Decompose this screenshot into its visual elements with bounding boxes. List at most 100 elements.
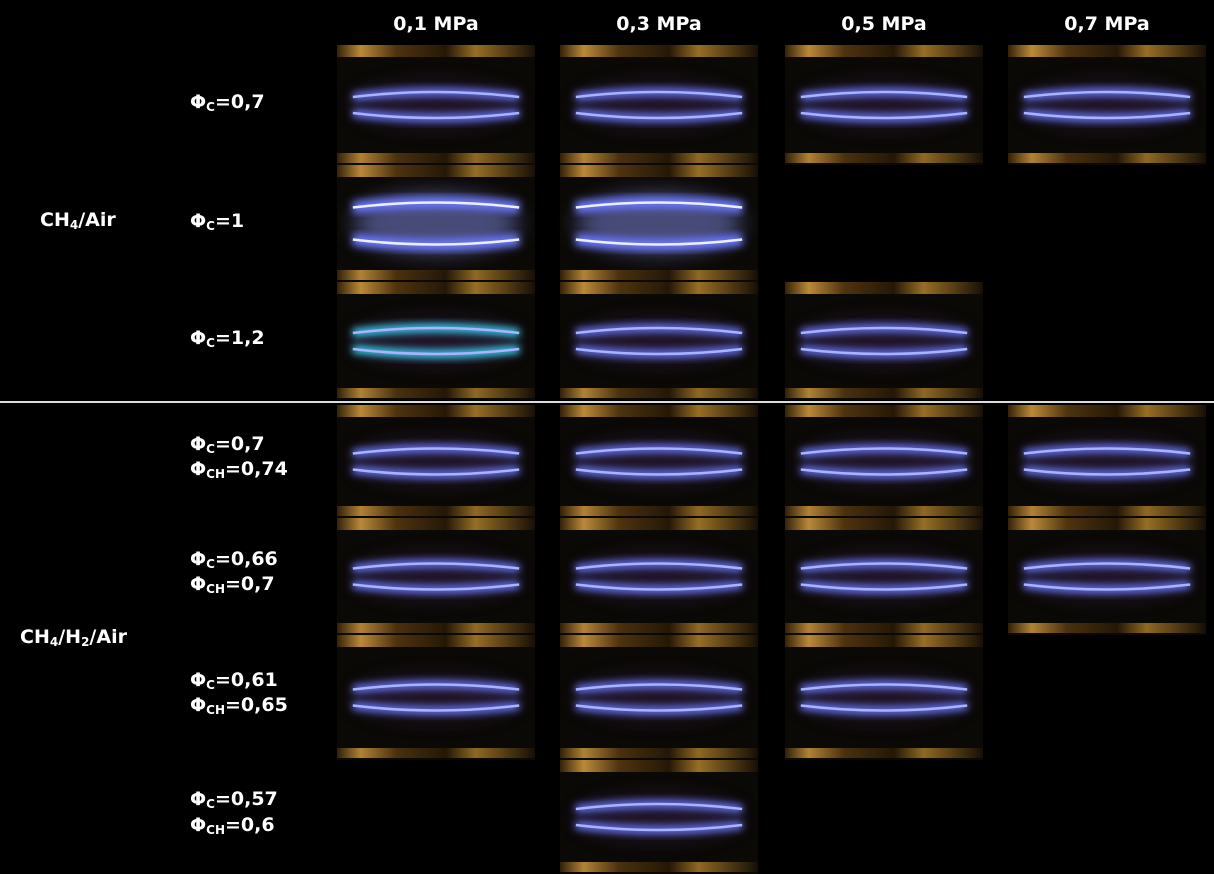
label-text: Φ: [190, 547, 207, 570]
subscript: C: [206, 677, 215, 692]
electrode-bottom: [785, 748, 983, 758]
flame-front: [800, 326, 968, 335]
row-label-line: ΦC=1: [190, 209, 244, 235]
label-text: =1: [214, 209, 245, 232]
flame-front: [575, 583, 743, 591]
subscript: 4: [49, 634, 59, 649]
subscript: 4: [69, 217, 79, 232]
electrode-bottom: [785, 506, 983, 516]
electrode-top: [560, 282, 758, 294]
electrode-bottom: [1008, 506, 1206, 516]
flame-front: [352, 562, 520, 570]
flame-front: [352, 347, 520, 356]
row-label-line: ΦC=0,7: [190, 432, 288, 458]
flame-front: [352, 704, 520, 712]
flame-front: [575, 90, 743, 99]
row-label: ΦC=0,61 ΦCH=0,65: [190, 668, 288, 719]
row-label-line: ΦC=0,66: [190, 547, 278, 573]
flame-photo: [560, 165, 758, 282]
label-text: =0,57: [214, 788, 278, 810]
flame-photo: [785, 405, 983, 518]
electrode-bottom: [337, 270, 535, 280]
row-label-line: ΦC=0,7: [190, 90, 265, 116]
label-text: Φ: [190, 432, 207, 455]
flame-front: [1023, 111, 1191, 120]
subscript: 2: [81, 634, 90, 649]
label-text: =0,7: [214, 91, 265, 113]
column-header: 0,1 MPa: [393, 13, 479, 35]
row-label-line: ΦC=0,61: [190, 668, 288, 694]
flame-front: [800, 683, 968, 691]
label-text: =0,6: [225, 813, 275, 836]
row-label: ΦC=0,7: [190, 90, 265, 116]
electrode-bottom: [560, 388, 758, 398]
label-text: /Air: [78, 208, 116, 231]
flame-photo: [337, 518, 535, 635]
row-label: ΦC=0,7 ΦCH=0,74: [190, 432, 288, 483]
column-header: 0,7 MPa: [1064, 13, 1150, 35]
label-text: Φ: [190, 668, 207, 691]
flame-front: [352, 447, 520, 455]
flame-front: [575, 823, 743, 832]
electrode-top: [337, 165, 535, 177]
electrode-top: [337, 282, 535, 294]
row-label-line: ΦCH=0,6: [190, 813, 278, 839]
electrode-top: [560, 45, 758, 57]
flame-photo: [560, 405, 758, 518]
electrode-top: [1008, 405, 1206, 417]
electrode-top: [560, 165, 758, 177]
label-text: Φ: [190, 327, 207, 349]
flame-front: [1023, 583, 1191, 591]
electrode-bottom: [560, 862, 758, 872]
column-header: 0,5 MPa: [841, 13, 927, 35]
row-label-line: ΦC=1,2: [190, 326, 265, 352]
flame-front: [352, 238, 520, 246]
electrode-top: [1008, 45, 1206, 57]
row-label: ΦC=0,57 ΦCH=0,6: [190, 787, 278, 838]
label-text: Φ: [190, 458, 207, 481]
electrode-bottom: [560, 748, 758, 758]
flame-front: [575, 326, 743, 335]
flame-photo: [1008, 45, 1206, 165]
flame-photo: [560, 45, 758, 165]
electrode-top: [337, 405, 535, 417]
label-text: Φ: [190, 209, 207, 232]
flame-front: [575, 238, 743, 246]
flame-front: [800, 468, 968, 476]
flame-photo: [560, 518, 758, 635]
electrode-top: [560, 518, 758, 530]
electrode-bottom: [337, 388, 535, 398]
flame-front: [800, 90, 968, 99]
label-text: Φ: [190, 694, 207, 717]
row-label-line: ΦC=0,57: [190, 787, 278, 813]
subscript: C: [206, 336, 215, 350]
subscript: C: [206, 218, 215, 233]
electrode-bottom: [560, 270, 758, 280]
subscript: CH: [206, 703, 226, 718]
electrode-top: [560, 760, 758, 772]
flame-photo: [1008, 405, 1206, 518]
label-text: =0,74: [225, 458, 288, 481]
flame-photo: [560, 635, 758, 760]
group-label: CH4/Air: [40, 208, 116, 234]
flame-front: [1023, 468, 1191, 476]
flame-photo: [785, 518, 983, 635]
electrode-top: [785, 282, 983, 294]
electrode-bottom: [785, 623, 983, 633]
subscript: C: [206, 100, 215, 114]
electrode-top: [785, 635, 983, 647]
flame-front: [800, 562, 968, 570]
electrode-bottom: [560, 153, 758, 163]
flame-front: [575, 704, 743, 712]
flame-photo: [1008, 518, 1206, 635]
label-text: =1,2: [214, 327, 265, 349]
electrode-top: [785, 518, 983, 530]
flame-front: [800, 447, 968, 455]
label-text: =0,7: [225, 573, 275, 596]
subscript: CH: [206, 822, 226, 837]
electrode-top: [337, 635, 535, 647]
flame-front: [352, 583, 520, 591]
label-text: =0,66: [214, 547, 278, 570]
